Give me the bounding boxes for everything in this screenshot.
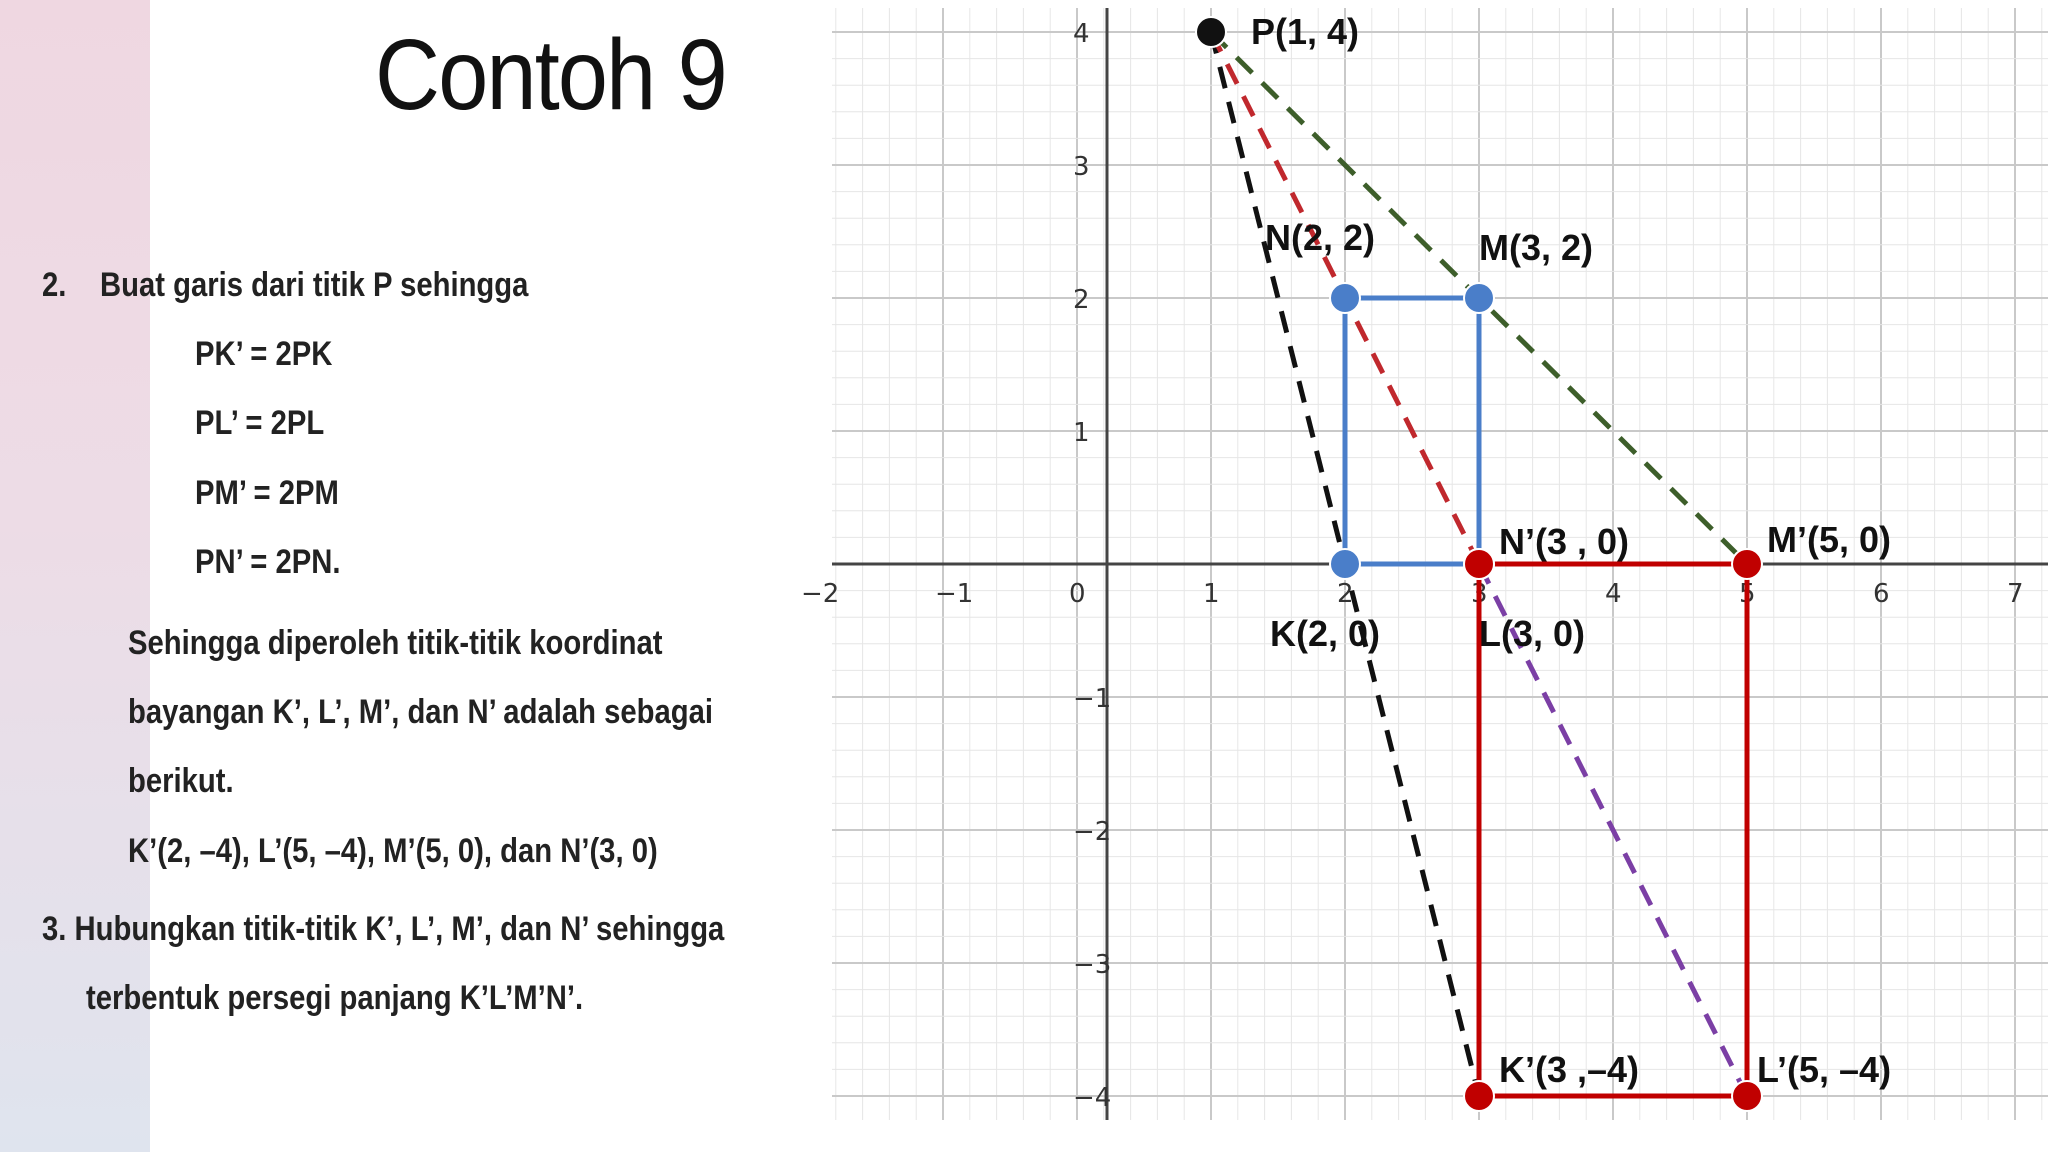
point-labels: P(1, 4) N(2, 2) M(3, 2) K(2, 0) L(3, 0) N’(3 …	[1251, 11, 1891, 1090]
y-tick-label: −2	[1073, 817, 1111, 847]
y-tick-label: −1	[1073, 684, 1111, 714]
x-tick-label: −1	[935, 579, 973, 609]
y-tick-label: 3	[1073, 152, 1090, 182]
result-line-2: bayangan K’, L’, M’, dan N’ adalah sebag…	[128, 693, 713, 731]
x-tick-label: 4	[1605, 579, 1622, 609]
dashed-projection-line	[1476, 562, 1750, 1098]
result-line-3: berikut.	[128, 762, 234, 800]
point-k	[1329, 548, 1361, 580]
point-p	[1195, 16, 1227, 48]
equation-pl: PL’ = 2PL	[195, 404, 325, 442]
point-m	[1463, 282, 1495, 314]
point-label-p: P(1, 4)	[1251, 11, 1359, 52]
step2-text: Buat garis dari titik P sehingga	[100, 266, 529, 304]
point-label-l: L(3, 0)	[1479, 613, 1585, 654]
equation-pm: PM’ = 2PM	[195, 474, 339, 512]
equation-pn: PN’ = 2PN.	[195, 543, 341, 581]
y-tick-label: 1	[1073, 418, 1090, 448]
points	[1195, 16, 1763, 1112]
decorative-side-band	[0, 0, 150, 1152]
point-label-k2: K’(3 ,–4)	[1499, 1049, 1639, 1090]
point-label-l2: L’(5, –4)	[1757, 1049, 1891, 1090]
x-tick-label: 1	[1203, 579, 1220, 609]
slide-title: Contoh 9	[375, 19, 728, 131]
step3-line-1: 3. Hubungkan titik-titik K’, L’, M’, dan…	[42, 910, 725, 948]
point-label-m2: M’(5, 0)	[1767, 519, 1891, 560]
point-k2	[1463, 1080, 1495, 1112]
point-l2	[1731, 1080, 1763, 1112]
y-tick-label: −3	[1073, 950, 1111, 980]
y-tick-label: 4	[1073, 19, 1090, 49]
step3-line-2: terbentuk persegi panjang K’L’M’N’.	[86, 979, 584, 1017]
result-line-1: Sehingga diperoleh titik-titik koordinat	[128, 624, 663, 662]
point-label-k: K(2, 0)	[1270, 613, 1380, 654]
point-m2	[1731, 548, 1763, 580]
x-tick-label: 7	[2007, 579, 2024, 609]
y-tick-label: 2	[1073, 285, 1090, 315]
x-tick-label: 2	[1337, 579, 1354, 609]
point-n	[1329, 282, 1361, 314]
point-label-n2: N’(3 , 0)	[1499, 521, 1629, 562]
point-label-m: M(3, 2)	[1479, 227, 1593, 268]
step2-number: 2.	[42, 266, 67, 304]
x-tick-label: −2	[801, 579, 839, 609]
x-tick-label: 0	[1069, 579, 1086, 609]
x-tick-label: 6	[1873, 579, 1890, 609]
result-coordinates: K’(2, –4), L’(5, –4), M’(5, 0), dan N’(3…	[128, 832, 658, 870]
point-label-n: N(2, 2)	[1265, 217, 1375, 258]
equation-pk: PK’ = 2PK	[195, 335, 333, 373]
point-n2	[1463, 548, 1495, 580]
y-tick-label: −4	[1073, 1083, 1111, 1113]
